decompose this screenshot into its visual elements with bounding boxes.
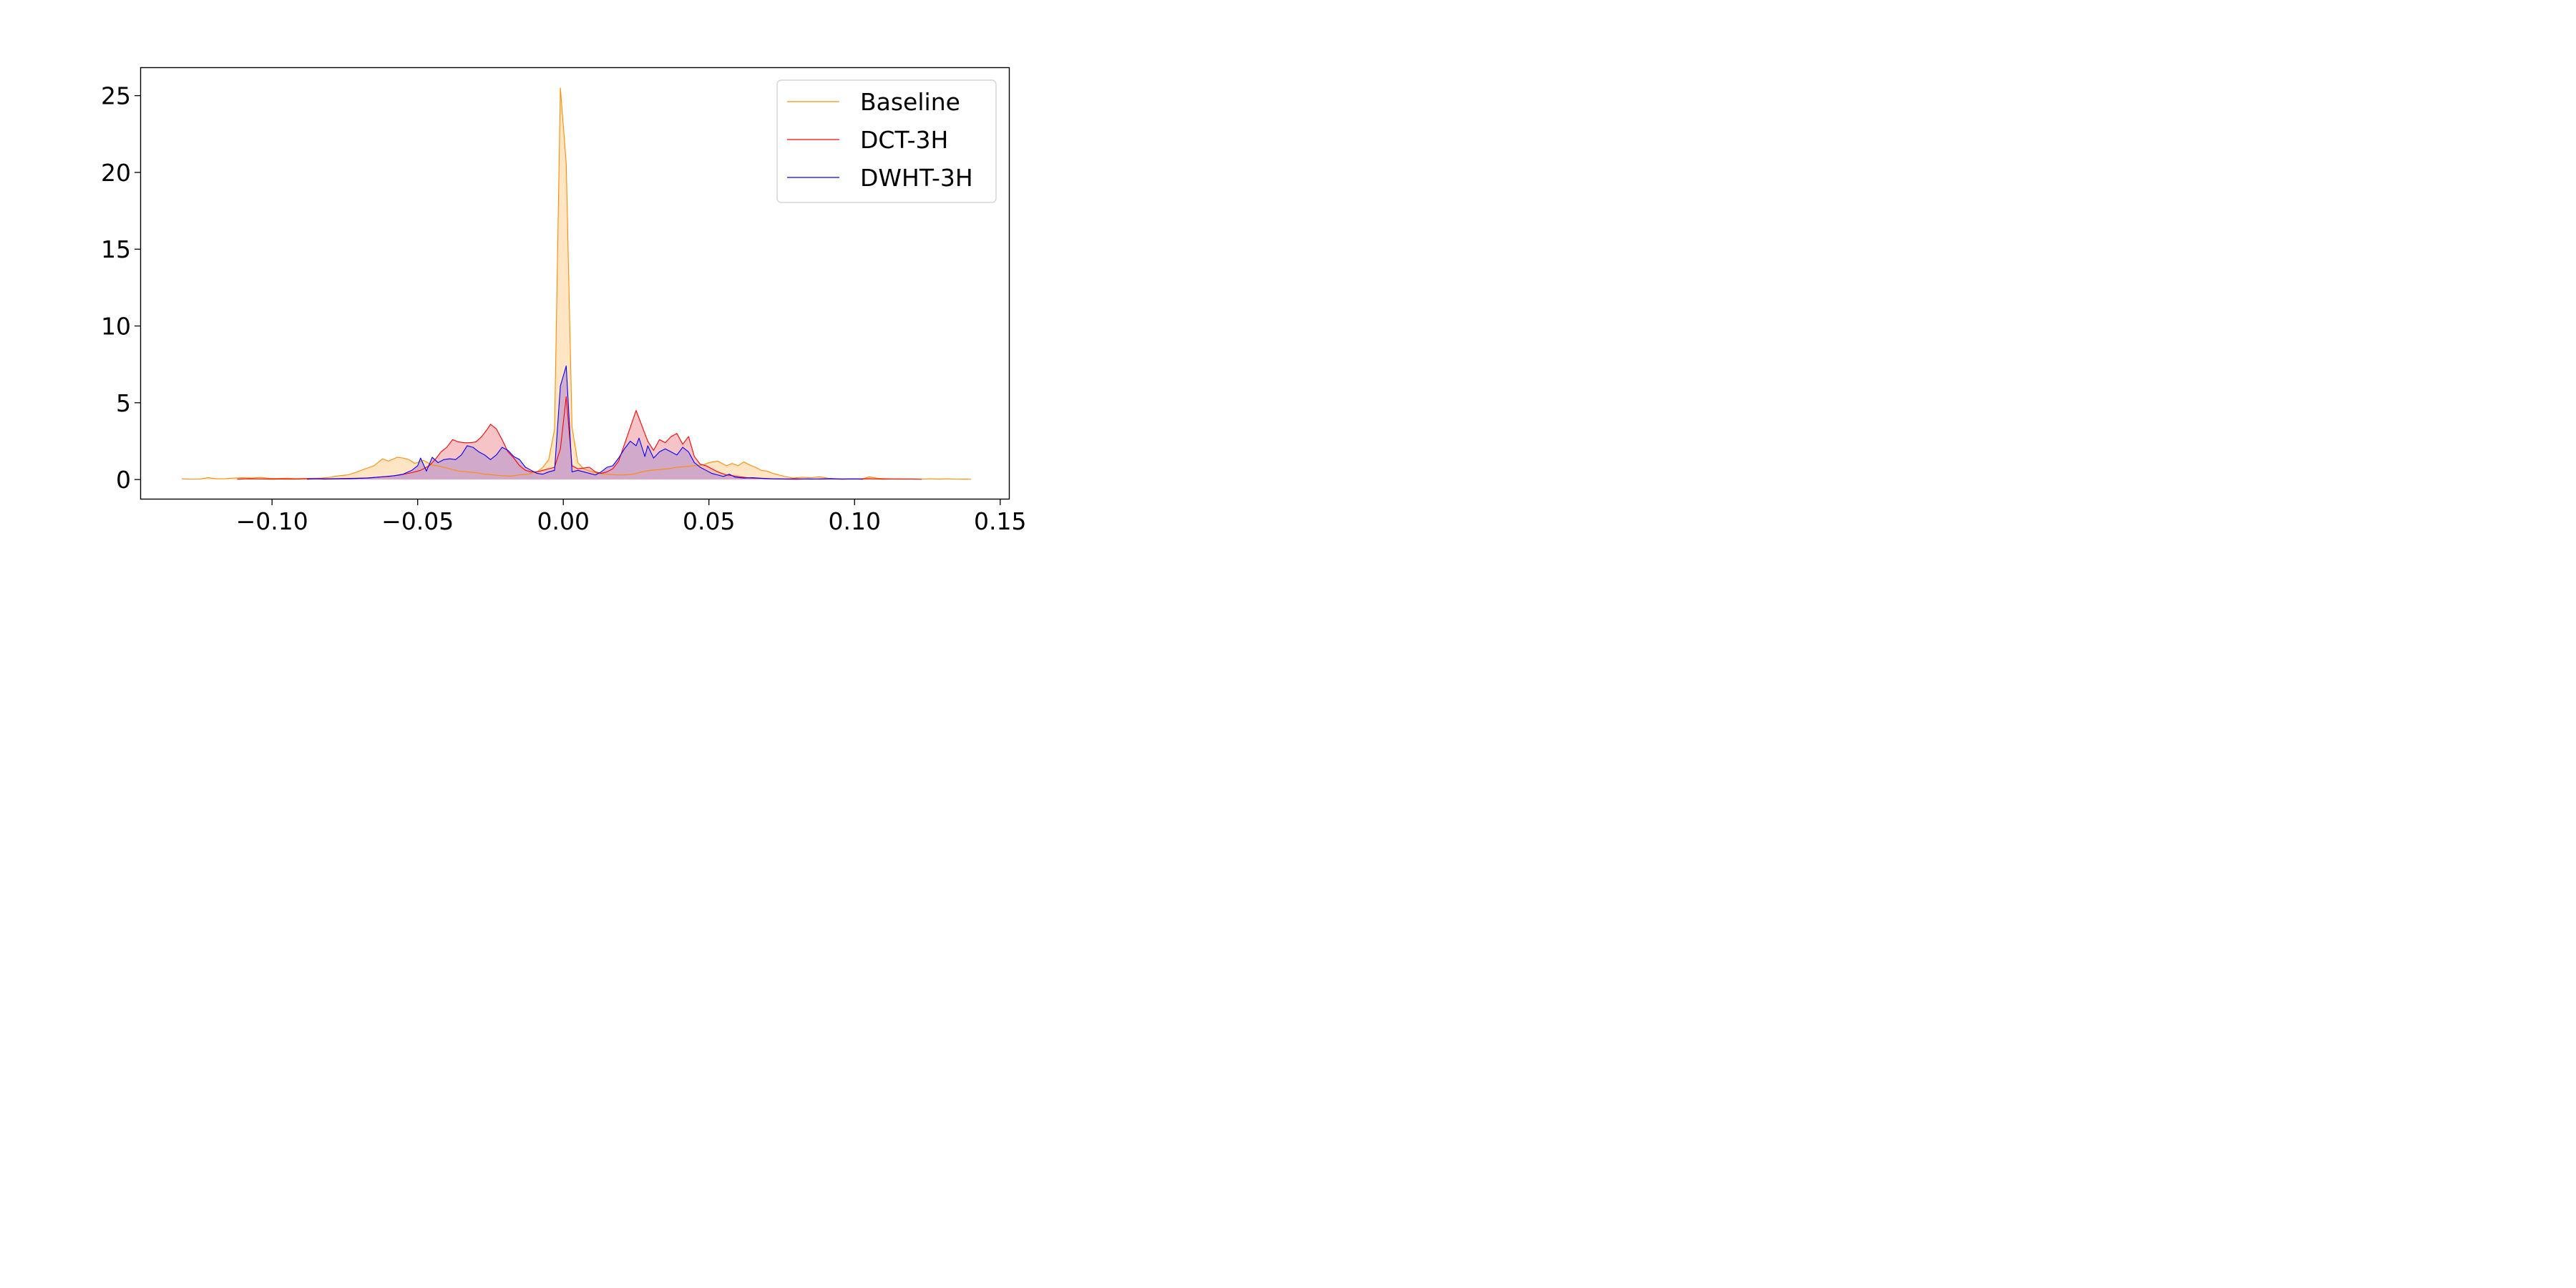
- axes: −0.10 −0.05 0.00 0.05 0.10 0.15 0 5 10 15 20 25: [101, 82, 1027, 535]
- series-line-dwht-3h: [306, 365, 864, 480]
- legend: Baseline DCT-3H DWHT-3H: [776, 79, 997, 203]
- x-tick-label: −0.05: [381, 507, 454, 535]
- y-tick-label: 5: [116, 389, 131, 417]
- x-tick-label: 0.05: [683, 507, 735, 535]
- legend-label-baseline: Baseline: [860, 88, 960, 116]
- legend-label-dct-3h: DCT-3H: [860, 126, 948, 154]
- x-tick-label: −0.10: [236, 507, 308, 535]
- axes-frame: [140, 67, 1010, 500]
- y-tick-label: 10: [101, 313, 131, 341]
- y-tick-label: 20: [101, 159, 131, 187]
- plot-area: [181, 87, 972, 480]
- x-tick-label: 0.15: [974, 507, 1026, 535]
- legend-box: [776, 79, 997, 203]
- y-tick-label: 25: [101, 82, 131, 110]
- x-tick-label: 0.10: [829, 507, 881, 535]
- y-tick-label: 15: [101, 235, 131, 263]
- x-tick-label: 0.00: [537, 507, 589, 535]
- y-tick-label: 0: [116, 466, 131, 494]
- density-area-chart: −0.10 −0.05 0.00 0.05 0.10 0.15 0 5 10 15 20 25 Bas…: [0, 0, 1122, 561]
- legend-label-dwht-3h: DWHT-3H: [860, 164, 973, 192]
